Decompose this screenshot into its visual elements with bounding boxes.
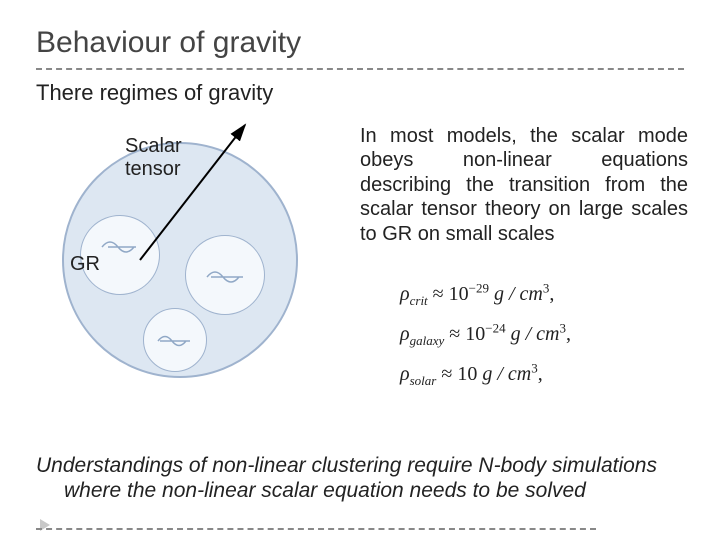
slide-subtitle: There regimes of gravity — [36, 80, 273, 106]
galaxy-icon — [156, 329, 196, 349]
label-gr: GR — [70, 253, 100, 276]
regimes-diagram: Scalartensor GR — [30, 115, 330, 385]
density-equations: ρcrit ≈ 10−29 g / cm3,ρgalaxy ≈ 10−24 g … — [400, 274, 571, 394]
footer-underline — [36, 528, 596, 530]
galaxy-icon — [205, 263, 249, 285]
equation-row: ρgalaxy ≈ 10−24 g / cm3, — [400, 314, 571, 354]
title-underline — [36, 68, 684, 70]
equation-row: ρsolar ≈ 10 g / cm3, — [400, 354, 571, 394]
label-scalar-tensor: Scalartensor — [125, 135, 182, 181]
slide-title: Behaviour of gravity — [36, 26, 301, 60]
body-paragraph: In most models, the scalar mode obeys no… — [360, 124, 688, 246]
equation-row: ρcrit ≈ 10−29 g / cm3, — [400, 274, 571, 314]
footer-paragraph: Understandings of non-linear clustering … — [36, 453, 676, 503]
galaxy-icon — [100, 233, 144, 255]
